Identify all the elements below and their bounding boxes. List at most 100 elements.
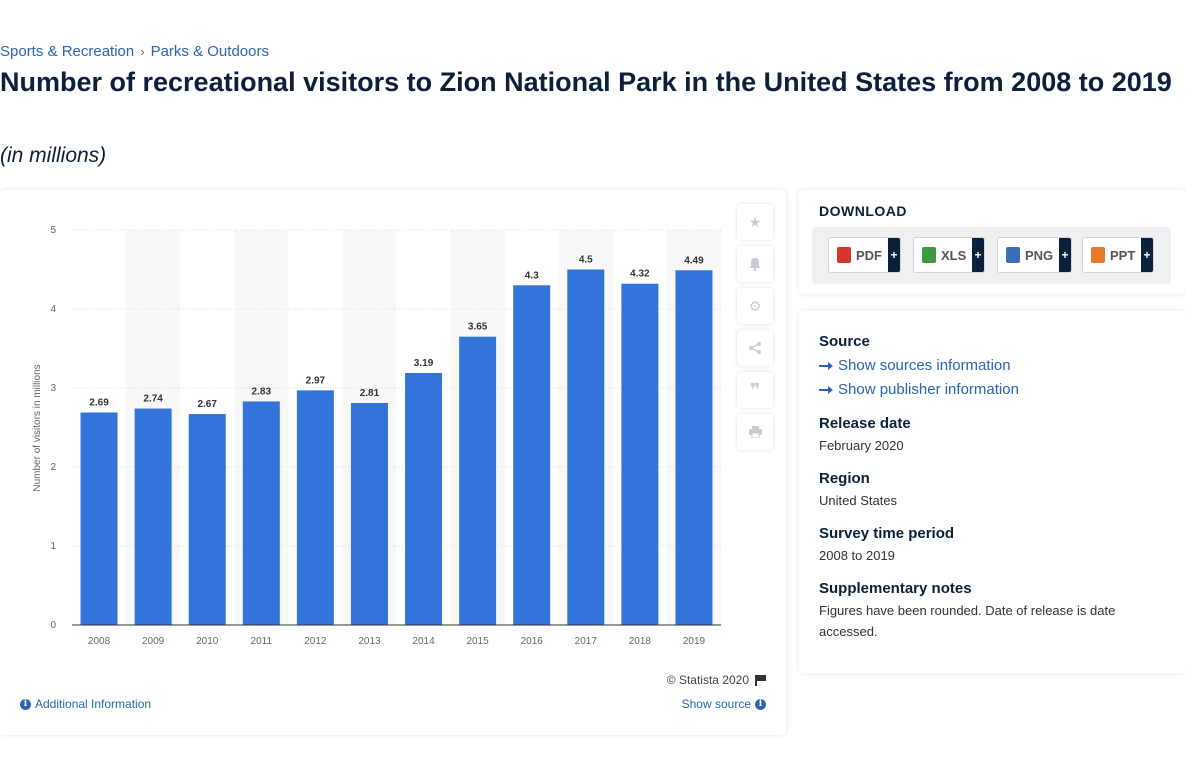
bar-2011[interactable] [242, 401, 280, 625]
y-axis-label: Number of visitors in millions [32, 364, 43, 491]
bar-2012[interactable] [296, 390, 334, 625]
show-source-link[interactable]: Show source i [682, 697, 766, 711]
additional-information-link[interactable]: i Additional Information [20, 697, 151, 711]
bar-2009[interactable] [134, 408, 172, 625]
favorite-button[interactable]: ★ [737, 204, 773, 240]
x-tick-label-2018: 2018 [629, 636, 652, 647]
ppt-file-icon [1091, 247, 1105, 263]
show-sources-label: Show sources information [838, 357, 1011, 374]
show-sources-link[interactable]: Show sources information [819, 357, 1011, 374]
data-label-2012: 2.97 [306, 375, 326, 386]
show-publisher-label: Show publisher information [838, 381, 1019, 398]
y-tick-label: 0 [50, 620, 56, 631]
bell-icon [749, 257, 761, 271]
flag-icon[interactable] [755, 675, 766, 686]
data-label-2018: 4.32 [630, 269, 650, 280]
x-tick-label-2009: 2009 [142, 636, 165, 647]
xls-file-icon [922, 247, 936, 263]
gear-icon: ⚙ [748, 297, 762, 314]
arrow-right-icon [819, 361, 833, 371]
plus-icon: + [1141, 238, 1153, 272]
bar-2016[interactable] [513, 285, 551, 625]
settings-button[interactable]: ⚙ [737, 288, 773, 324]
bar-2014[interactable] [405, 372, 443, 625]
page-subtitle: (in millions) [0, 144, 107, 167]
plus-icon: + [888, 238, 900, 272]
release-date-heading: Release date [819, 415, 911, 432]
plus-icon: + [1059, 238, 1071, 272]
data-label-2017: 4.5 [579, 255, 593, 266]
details-card: Source Show sources information Show pub… [799, 311, 1186, 673]
arrow-right-icon [819, 385, 833, 395]
chart-toolbar: ★ ⚙ ❞ [737, 204, 773, 456]
data-label-2016: 4.3 [525, 270, 539, 281]
data-label-2019: 4.49 [684, 255, 704, 266]
bar-2017[interactable] [567, 269, 605, 626]
download-ppt-label: PPT [1110, 247, 1136, 263]
breadcrumb-link-parks[interactable]: Parks & Outdoors [150, 43, 269, 60]
png-file-icon [1006, 247, 1020, 263]
quote-icon: ❞ [749, 379, 761, 400]
bar-chart: 0 1 2 3 4 5 2.69 2.74 2.67 2.83 2.97 2.81 3.19 3.65 4… [32, 225, 721, 647]
x-tick-label-2017: 2017 [575, 636, 598, 647]
copyright-text: © Statista 2020 [666, 673, 749, 687]
download-title: DOWNLOAD [819, 203, 907, 219]
data-label-2010: 2.67 [197, 399, 217, 410]
show-source-label: Show source [681, 697, 751, 711]
bar-2010[interactable] [188, 414, 226, 625]
download-png-label: PNG [1025, 247, 1054, 263]
download-card: DOWNLOAD PDF + XLS + PNG + PPT + [799, 190, 1186, 294]
x-tick-label-2014: 2014 [412, 636, 435, 647]
bar-2008[interactable] [80, 412, 118, 625]
data-label-2009: 2.74 [143, 394, 163, 405]
y-tick-label: 4 [50, 304, 56, 315]
y-tick-label: 2 [50, 462, 56, 473]
additional-information-label: Additional Information [35, 697, 152, 711]
x-tick-label-2008: 2008 [88, 636, 111, 647]
supplementary-notes-heading: Supplementary notes [819, 580, 972, 597]
supplementary-notes-value: Figures have been rounded. Date of relea… [819, 603, 1116, 639]
bar-2013[interactable] [350, 403, 388, 625]
data-label-2014: 3.19 [414, 358, 434, 369]
plus-icon: + [972, 238, 984, 272]
data-label-2015: 3.65 [468, 322, 488, 333]
print-button[interactable] [737, 414, 773, 450]
notification-button[interactable] [737, 246, 773, 282]
breadcrumb-link-sports[interactable]: Sports & Recreation [0, 43, 135, 60]
data-label-2008: 2.69 [89, 397, 109, 408]
download-options: PDF + XLS + PNG + PPT + [812, 227, 1171, 284]
release-date-value: February 2020 [819, 438, 904, 453]
chart-card: 0 1 2 3 4 5 2.69 2.74 2.67 2.83 2.97 2.81 3.19 3.65 4… [0, 190, 786, 735]
x-tick-label-2012: 2012 [304, 636, 327, 647]
breadcrumb: Sports & Recreation › Parks & Outdoors [0, 43, 269, 60]
bar-2015[interactable] [459, 336, 497, 625]
x-tick-label-2016: 2016 [521, 636, 544, 647]
cite-button[interactable]: ❞ [737, 372, 773, 408]
data-label-2011: 2.83 [252, 386, 272, 397]
download-ppt-button[interactable]: PPT + [1082, 237, 1154, 273]
download-xls-label: XLS [941, 247, 967, 263]
y-tick-label: 1 [50, 541, 56, 552]
chart-copyright: © Statista 2020 [667, 673, 766, 687]
data-label-2013: 2.81 [360, 388, 380, 399]
x-tick-label-2011: 2011 [251, 636, 273, 647]
page-title: Number of recreational visitors to Zion … [0, 67, 1172, 97]
bar-2019[interactable] [675, 270, 713, 625]
x-tick-label-2015: 2015 [467, 636, 490, 647]
breadcrumb-separator: › [140, 44, 145, 59]
show-publisher-link[interactable]: Show publisher information [819, 381, 1019, 398]
bar-2018[interactable] [621, 283, 659, 625]
info-icon: i [20, 698, 31, 710]
download-pdf-button[interactable]: PDF + [828, 237, 901, 273]
info-icon: i [755, 698, 766, 710]
survey-period-heading: Survey time period [819, 525, 955, 542]
share-icon [749, 342, 761, 354]
share-button[interactable] [737, 330, 773, 366]
y-tick-label: 5 [50, 225, 56, 236]
pdf-file-icon [837, 247, 851, 263]
source-heading: Source [819, 333, 870, 350]
download-xls-button[interactable]: XLS + [913, 237, 985, 273]
region-value: United States [819, 493, 898, 508]
download-png-button[interactable]: PNG + [997, 237, 1072, 273]
x-tick-label-2019: 2019 [683, 636, 706, 647]
